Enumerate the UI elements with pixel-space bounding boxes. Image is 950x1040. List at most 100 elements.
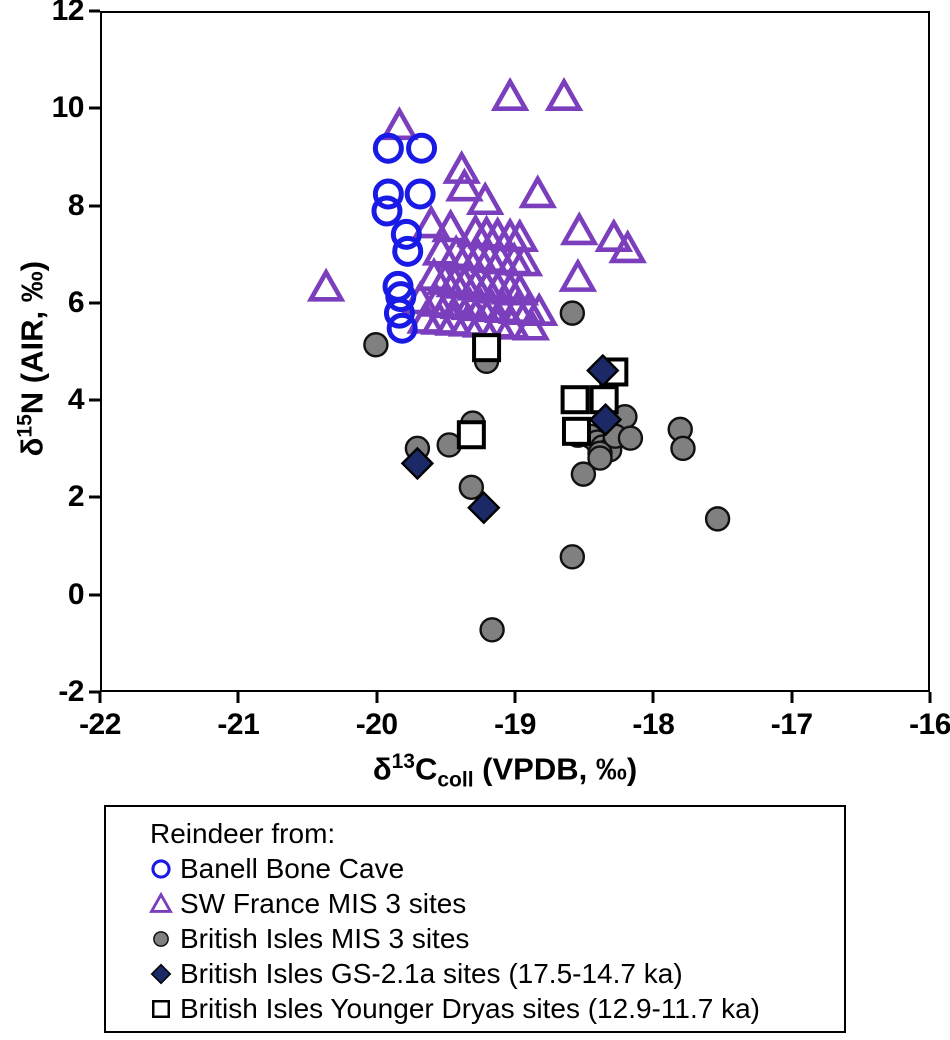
data-point — [561, 416, 591, 446]
x-tick-mark — [236, 692, 240, 703]
y-tick-mark — [89, 495, 100, 499]
data-point — [704, 506, 731, 532]
y-tick-mark — [89, 301, 100, 305]
x-tick-label: -17 — [770, 708, 813, 741]
y-tick-label: -2 — [58, 675, 84, 708]
data-point — [390, 218, 422, 250]
x-axis-title-rest: (VPDB, ‰) — [473, 751, 638, 787]
legend-item-label: Banell Bone Cave — [180, 853, 405, 885]
data-point — [617, 425, 644, 451]
y-tick-label: 0 — [67, 577, 85, 611]
legend-item[interactable]: Banell Bone Cave — [146, 851, 844, 886]
data-point — [456, 420, 486, 450]
legend-item-label: British Isles Younger Dryas sites (12.9-… — [180, 993, 760, 1025]
x-tick-label: -16 — [909, 708, 950, 741]
x-axis-title-element: C — [414, 751, 438, 787]
data-point — [492, 305, 531, 340]
data-point — [559, 300, 586, 326]
data-point — [472, 333, 502, 363]
x-axis-title-superscript: 13 — [391, 750, 415, 773]
x-tick-mark — [790, 692, 794, 703]
y-tick-label: 8 — [67, 188, 85, 222]
data-point — [589, 385, 619, 415]
y-axis-title: δ15N (AIR, ‰) — [13, 59, 50, 659]
legend-item[interactable]: British Isles GS-2.1a sites (17.5-14.7 k… — [146, 956, 844, 991]
data-point — [670, 435, 696, 462]
x-tick-mark — [98, 692, 102, 703]
legend-item[interactable]: British Isles MIS 3 sites — [146, 921, 844, 956]
data-point — [570, 461, 597, 487]
legend-item[interactable]: British Isles Younger Dryas sites (12.9-… — [146, 991, 844, 1026]
data-point — [479, 617, 505, 643]
x-tick-mark — [928, 692, 932, 703]
y-tick-label: 2 — [67, 480, 85, 514]
legend-item-label: British Isles GS-2.1a sites (17.5-14.7 k… — [180, 958, 683, 990]
series-sw-france-mis-3-sites — [306, 77, 647, 341]
y-tick-mark — [89, 204, 100, 208]
open-triangle-icon — [146, 889, 176, 919]
open-circle-icon — [146, 854, 176, 884]
y-axis-title-delta: δ — [14, 437, 50, 457]
data-point — [406, 132, 438, 164]
y-tick-mark — [89, 9, 100, 13]
x-tick-label: -20 — [355, 708, 398, 741]
data-point — [560, 211, 599, 246]
y-tick-label: 6 — [67, 285, 85, 319]
data-point — [467, 491, 501, 525]
y-axis: -2 0 2 4 6 8 10 12 δ15N (AIR, ‰) — [0, 0, 100, 708]
x-tick-mark — [651, 692, 655, 703]
x-tick-label: -18 — [632, 708, 675, 741]
data-point — [372, 178, 404, 210]
data-point — [559, 544, 586, 570]
x-axis-title: δ13Ccoll (VPDB, ‰) — [0, 750, 950, 793]
y-tick-mark — [89, 106, 100, 110]
data-point — [372, 132, 404, 164]
data-point — [560, 385, 590, 415]
data-point — [363, 332, 389, 358]
series-british-isles-gs-2-1a-sites-17-5-14-7-ka — [400, 353, 623, 525]
data-point — [404, 178, 436, 210]
plot-area — [100, 11, 930, 692]
legend-item[interactable]: SW France MIS 3 sites — [146, 886, 844, 921]
x-axis-title-subscript: coll — [437, 768, 474, 792]
legend-box: Reindeer from: Banell Bone Cave SW France… — [104, 805, 846, 1033]
data-point — [411, 204, 451, 239]
data-point — [588, 402, 623, 437]
y-tick-label: 4 — [67, 383, 85, 417]
series-banell-bone-cave — [371, 132, 438, 344]
x-tick-label: -19 — [494, 708, 536, 741]
data-point — [392, 235, 424, 267]
data-point — [306, 267, 346, 302]
data-point — [504, 242, 544, 277]
data-point — [608, 229, 647, 264]
series-british-isles-younger-dryas-sites-12-9-11-7-ka — [456, 333, 629, 450]
data-point — [465, 181, 505, 216]
y-tick-label: 10 — [51, 91, 85, 125]
y-axis-title-superscript: 15 — [13, 414, 37, 438]
x-axis-title-delta: δ — [372, 751, 392, 787]
data-point — [558, 257, 598, 292]
data-point — [383, 297, 415, 329]
data-point — [386, 312, 418, 344]
data-point — [371, 195, 403, 227]
data-point — [544, 77, 584, 111]
data-point-layer — [306, 77, 731, 643]
y-tick-label: 12 — [51, 0, 85, 27]
x-axis: -22 -21 -20 -19 -18 -17 -16 δ13Ccoll (VPDB, ‰) — [0, 692, 950, 802]
data-point — [594, 218, 634, 253]
x-tick-label: -22 — [79, 708, 121, 741]
legend-item-label: SW France MIS 3 sites — [180, 888, 467, 920]
y-tick-mark — [89, 398, 100, 402]
data-point — [385, 281, 417, 313]
x-tick-label: -21 — [217, 708, 260, 741]
y-tick-mark — [89, 690, 100, 694]
legend-title: Reindeer from: — [150, 818, 336, 849]
data-point — [518, 174, 557, 209]
data-point — [587, 445, 613, 471]
y-tick-mark — [89, 593, 100, 597]
y-axis-title-rest: N (AIR, ‰) — [14, 260, 50, 415]
open-square-icon — [146, 994, 176, 1024]
data-point — [490, 77, 530, 111]
legend-items: Banell Bone Cave SW France MIS 3 sites Bri… — [146, 851, 844, 1026]
